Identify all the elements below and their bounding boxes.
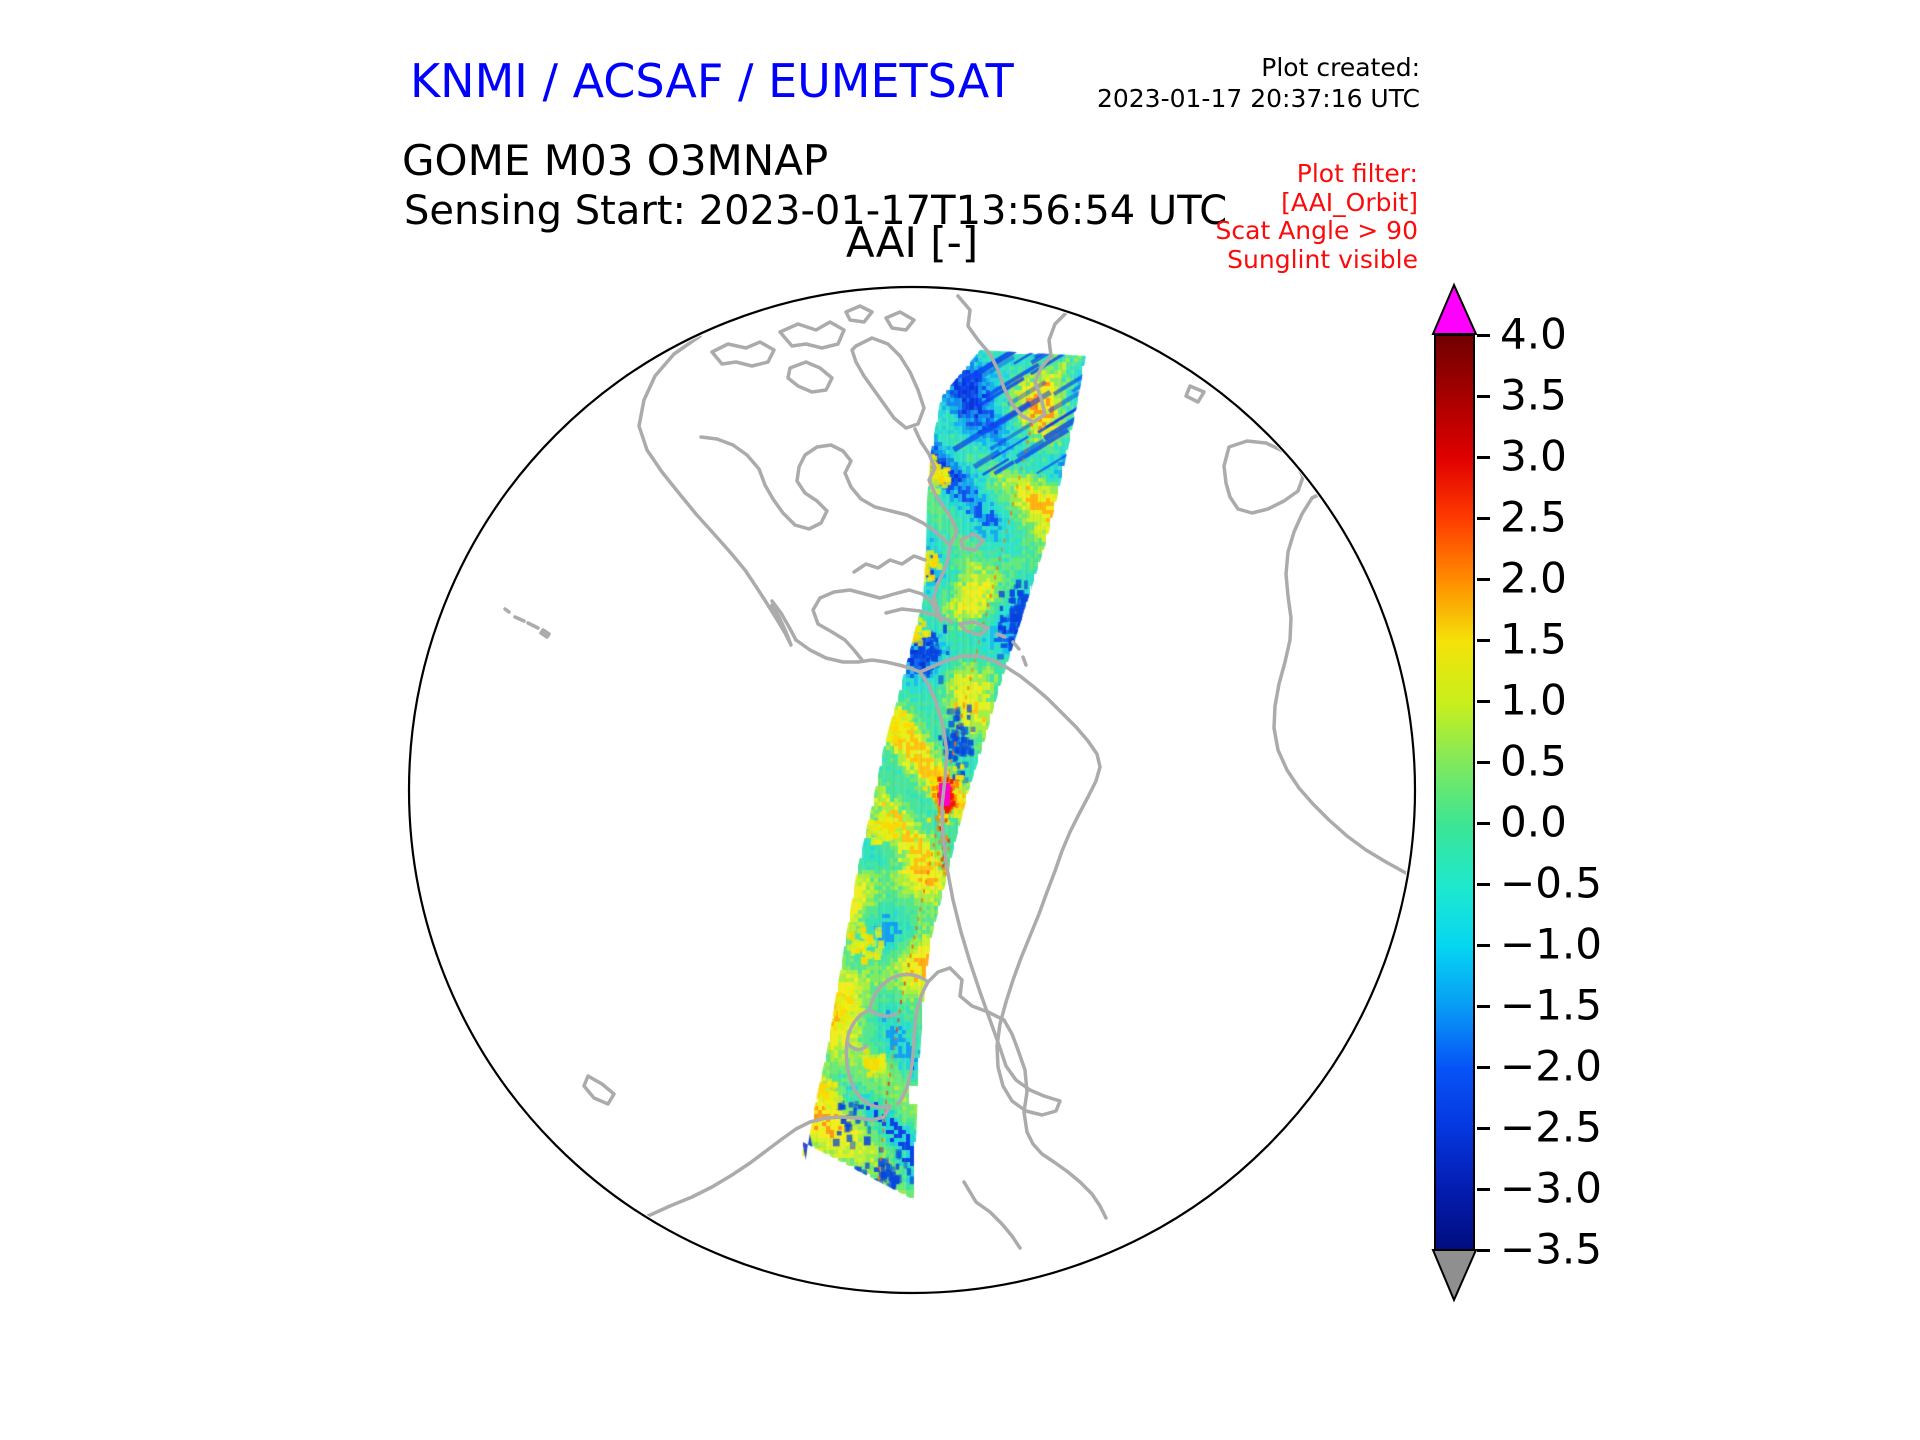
coastline-baffin-island bbox=[850, 336, 926, 430]
coastline-west-africa bbox=[1272, 496, 1413, 882]
colorbar-tick-label: 1.0 bbox=[1500, 675, 1567, 725]
colorbar-tick bbox=[1477, 456, 1490, 459]
colorbar-tick bbox=[1477, 944, 1490, 947]
colorbar-tick bbox=[1477, 1188, 1490, 1191]
coastline-labrador bbox=[913, 427, 959, 547]
coastline-brittany bbox=[1184, 384, 1206, 404]
colorbar-tick-label: −3.5 bbox=[1500, 1224, 1602, 1274]
coastlines-group bbox=[462, 292, 1413, 1250]
coastline-newfoundland bbox=[959, 532, 985, 552]
colorbar-tick bbox=[1477, 517, 1490, 520]
coastline-arctic-island-3 bbox=[786, 360, 834, 394]
coastline-greenland bbox=[956, 292, 1133, 424]
colorbar-gradient bbox=[1434, 334, 1475, 1254]
colorbar-tick-label: −2.5 bbox=[1500, 1102, 1602, 1152]
coastline-antarctica-west bbox=[646, 1104, 892, 1218]
coastline-arctic-island-4 bbox=[844, 304, 874, 324]
coastline-south-america bbox=[918, 654, 1102, 1117]
coastline-arctic-island-2 bbox=[778, 320, 846, 350]
globe-outline-circle bbox=[407, 285, 1417, 1295]
colorbar-tick-label: −1.0 bbox=[1500, 919, 1602, 969]
coastline-gulf-florida-eastcoast bbox=[811, 543, 952, 662]
coastline-lesser-antilles bbox=[995, 632, 1028, 667]
coastline-south-pacific-islands bbox=[462, 1076, 514, 1116]
colorbar-tick bbox=[1477, 639, 1490, 642]
coastline-hawaii bbox=[503, 607, 551, 639]
coastline-great-lakes bbox=[852, 554, 927, 574]
colorbar-tick bbox=[1477, 822, 1490, 825]
colorbar-tick bbox=[1477, 700, 1490, 703]
coastline-iberia bbox=[1222, 439, 1305, 515]
colorbar-tick bbox=[1477, 1066, 1490, 1069]
colorbar-tick bbox=[1477, 883, 1490, 886]
colorbar-tick bbox=[1477, 1127, 1490, 1130]
colorbar-tick-label: −1.5 bbox=[1500, 980, 1602, 1030]
colorbar-tick bbox=[1477, 1005, 1490, 1008]
colorbar-tick-label: 3.5 bbox=[1500, 370, 1567, 420]
coastline-north-america-west bbox=[637, 334, 768, 604]
coastline-arctic-island-5 bbox=[884, 310, 916, 332]
colorbar-tick bbox=[1477, 578, 1490, 581]
colorbar-tick-label: −0.5 bbox=[1500, 858, 1602, 908]
coastline-hudson-bay bbox=[699, 435, 952, 547]
coastline-antarctica-bottom bbox=[962, 1180, 1022, 1250]
coastline-cuba bbox=[884, 607, 954, 624]
coastline-baja-california bbox=[764, 599, 798, 647]
colorbar-tick bbox=[1477, 761, 1490, 764]
colorbar-tick-label: 2.5 bbox=[1500, 492, 1567, 542]
colorbar-tick-label: 0.5 bbox=[1500, 736, 1567, 786]
colorbar-tick-label: 4.0 bbox=[1500, 309, 1567, 359]
colorbar-tick-label: −3.0 bbox=[1500, 1163, 1602, 1213]
coastline-antarctica-east bbox=[948, 966, 1108, 1220]
coastline-antarctic-peninsula bbox=[844, 966, 952, 1109]
colorbar-tick-label: 0.0 bbox=[1500, 797, 1567, 847]
colorbar-tick-label: −2.0 bbox=[1500, 1041, 1602, 1091]
colorbar-tick bbox=[1477, 334, 1490, 337]
colorbar-tick-label: 3.0 bbox=[1500, 431, 1567, 481]
colorbar-tick bbox=[1477, 395, 1490, 398]
colorbar-tick bbox=[1477, 1249, 1490, 1252]
colorbar-tick-label: 1.5 bbox=[1500, 614, 1567, 664]
coastline-south-georgia bbox=[582, 1074, 616, 1106]
coastline-arctic-island-1 bbox=[710, 340, 776, 368]
coastline-mexico-central-america bbox=[794, 638, 922, 674]
coastline-hispaniola bbox=[958, 620, 990, 637]
colorbar-tick-label: 2.0 bbox=[1500, 553, 1567, 603]
